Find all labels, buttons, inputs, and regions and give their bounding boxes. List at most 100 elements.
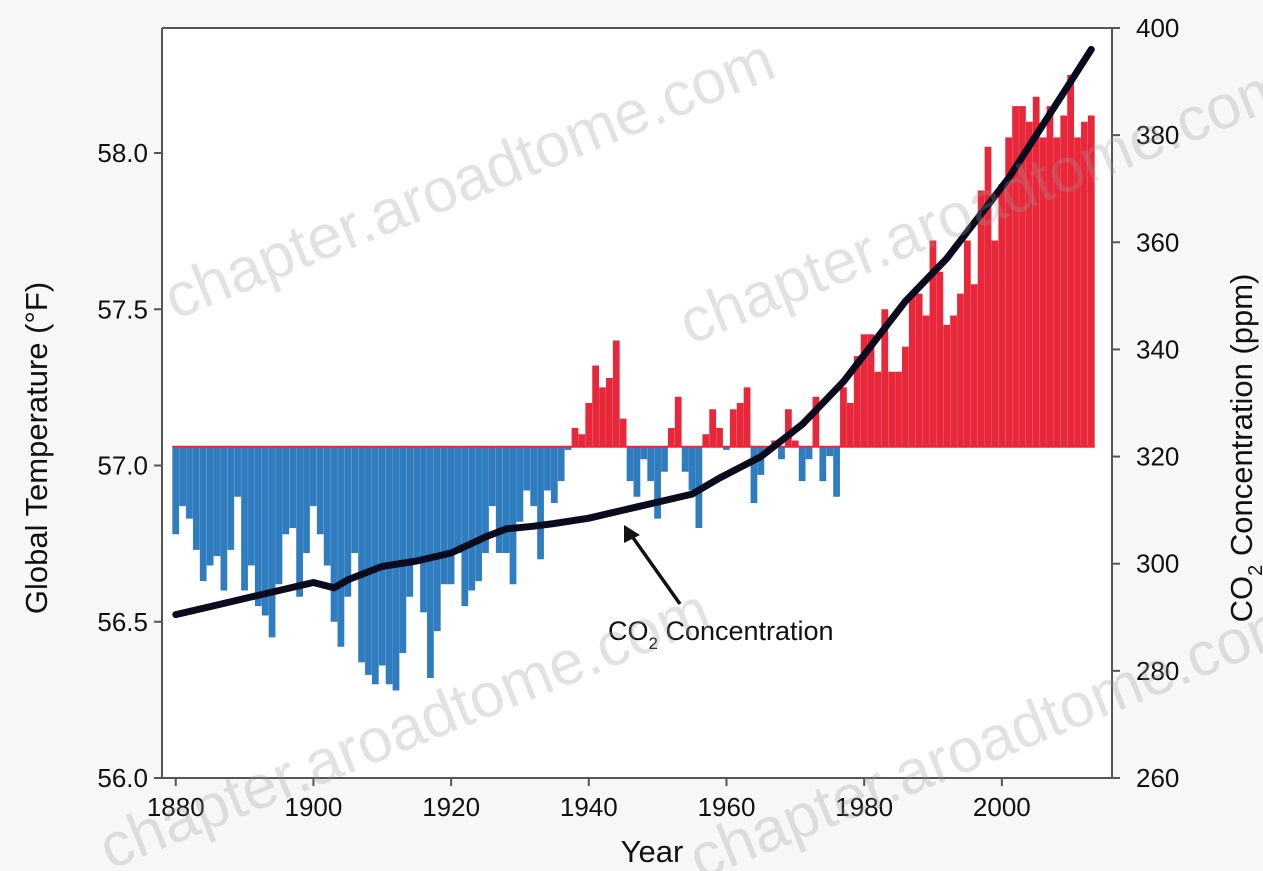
temperature-bar bbox=[902, 346, 909, 447]
temperature-bar bbox=[468, 446, 476, 591]
left-y-tick-label: 57.0 bbox=[97, 451, 148, 481]
temperature-bar bbox=[853, 356, 861, 447]
temperature-bar bbox=[846, 403, 854, 447]
temperature-bar bbox=[241, 446, 248, 591]
temperature-bar bbox=[716, 428, 723, 447]
temperature-bar bbox=[365, 446, 372, 675]
temperature-bar bbox=[454, 446, 462, 553]
temperature-bar bbox=[860, 334, 868, 447]
temperature-bar bbox=[1087, 115, 1095, 447]
temperature-bar bbox=[488, 446, 496, 507]
temperature-bar bbox=[888, 371, 896, 447]
annotation-arrowhead bbox=[624, 525, 640, 543]
temperature-bar bbox=[922, 315, 930, 447]
temperature-bar bbox=[1005, 137, 1013, 447]
temperature-bar bbox=[530, 446, 538, 507]
temperature-bar bbox=[433, 446, 441, 632]
temperature-bar bbox=[805, 446, 813, 460]
temperature-bar bbox=[275, 446, 283, 585]
temperature-bar bbox=[179, 446, 186, 507]
right-y-tick-label: 260 bbox=[1136, 763, 1179, 793]
temperature-bar bbox=[1039, 137, 1047, 447]
temperature-bar bbox=[991, 240, 999, 447]
temperature-bar bbox=[709, 409, 717, 447]
temperature-bar bbox=[413, 446, 421, 560]
temperature-bar bbox=[213, 446, 221, 557]
temperature-bar bbox=[791, 440, 799, 447]
temperature-bar bbox=[1060, 115, 1068, 447]
temperature-bar bbox=[702, 434, 710, 447]
x-axis-title: Year bbox=[621, 834, 684, 869]
left-y-axis-title: Global Temperature (°F) bbox=[19, 282, 54, 614]
temperature-bar bbox=[612, 340, 620, 447]
temperature-bar bbox=[970, 284, 978, 447]
left-y-tick-label: 58.0 bbox=[97, 138, 148, 168]
temperature-bar bbox=[647, 446, 655, 482]
temperature-bar bbox=[606, 378, 613, 447]
temperature-bar bbox=[502, 446, 510, 553]
right-y-tick-label: 340 bbox=[1136, 334, 1179, 364]
temperature-bar bbox=[963, 240, 971, 447]
temperature-bar bbox=[420, 446, 427, 613]
temperature-bar bbox=[351, 446, 359, 553]
temperature-bar bbox=[578, 434, 586, 447]
left-y-axis-ticks: 56.0 56.5 57.0 57.5 58.0 bbox=[97, 138, 162, 793]
temperature-bar bbox=[1032, 96, 1040, 447]
temperature-bar bbox=[378, 446, 386, 666]
temperature-bar bbox=[234, 446, 242, 497]
temperature-bar bbox=[550, 446, 558, 503]
temperature-bar bbox=[743, 387, 751, 447]
temperature-bar bbox=[475, 446, 482, 582]
temperature-bar bbox=[929, 240, 937, 447]
temperature-bar bbox=[957, 293, 964, 447]
x-tick-label: 1980 bbox=[835, 792, 893, 822]
x-axis-ticks: 1880 1900 1920 1940 1960 1980 2000 bbox=[147, 778, 1031, 822]
temperature-bar bbox=[392, 446, 400, 691]
temperature-bar bbox=[316, 446, 324, 535]
temperature-bar bbox=[881, 309, 889, 447]
temperature-bar bbox=[640, 446, 648, 460]
temperature-bar bbox=[915, 293, 923, 447]
right-y-tick-label: 300 bbox=[1136, 549, 1179, 579]
temperature-bar bbox=[874, 371, 882, 447]
temperature-bar bbox=[585, 403, 593, 447]
temperature-bar bbox=[282, 446, 290, 535]
left-y-tick-label: 56.5 bbox=[97, 607, 148, 637]
temperature-bar bbox=[192, 446, 200, 550]
temperature-bar bbox=[557, 446, 565, 482]
temperature-bar bbox=[840, 387, 847, 447]
temperature-bar bbox=[358, 446, 365, 663]
x-tick-label: 1940 bbox=[560, 792, 618, 822]
temperature-bar bbox=[289, 446, 297, 528]
temperature-bars bbox=[172, 74, 1095, 691]
right-y-tick-label: 400 bbox=[1136, 13, 1179, 43]
temperature-bar bbox=[984, 146, 992, 447]
temperature-bar bbox=[936, 271, 944, 447]
temperature-bar bbox=[819, 446, 827, 482]
temperature-bar bbox=[833, 446, 840, 497]
temperature-bar bbox=[495, 446, 503, 553]
temperature-bar bbox=[674, 396, 682, 447]
temperature-bar bbox=[729, 409, 737, 447]
temperature-bar bbox=[344, 446, 352, 597]
temperature-bar bbox=[571, 428, 579, 447]
temperature-bar bbox=[509, 446, 517, 585]
temperature-bar bbox=[661, 446, 668, 472]
temperature-bar bbox=[826, 446, 834, 457]
temperature-bar bbox=[1012, 106, 1019, 447]
temperature-bar bbox=[998, 184, 1006, 447]
temperature-bar bbox=[461, 446, 469, 607]
temperature-bar bbox=[337, 446, 345, 647]
x-tick-label: 1920 bbox=[422, 792, 480, 822]
temperature-bar bbox=[626, 446, 634, 482]
x-tick-label: 1900 bbox=[285, 792, 343, 822]
temperature-bar bbox=[254, 446, 262, 607]
temperature-bar bbox=[261, 446, 269, 616]
temperature-bar bbox=[943, 324, 951, 447]
temperature-bar bbox=[750, 446, 758, 503]
temperature-bar bbox=[537, 446, 544, 560]
temperature-bar bbox=[599, 387, 606, 447]
temperature-bar bbox=[867, 334, 875, 447]
temperature-bar bbox=[482, 446, 489, 553]
